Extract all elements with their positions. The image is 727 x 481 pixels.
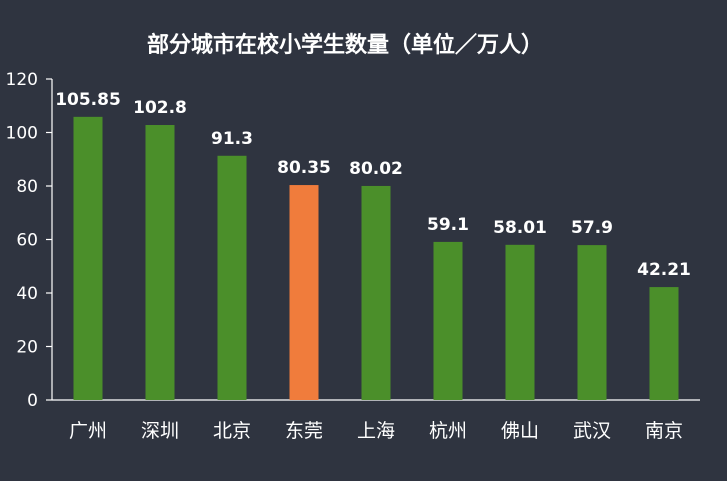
data-label: 59.1 (427, 215, 469, 235)
x-tick-label: 北京 (213, 420, 251, 442)
data-label: 58.01 (493, 218, 547, 238)
bar (145, 125, 175, 400)
bar (73, 116, 103, 400)
y-tick-label: 120 (6, 70, 38, 90)
y-tick-label: 20 (16, 338, 38, 358)
bar (505, 244, 535, 400)
y-tick-label: 40 (16, 284, 38, 304)
bar (217, 155, 247, 400)
data-label: 42.21 (637, 260, 691, 280)
bar (289, 185, 319, 400)
x-tick-label: 深圳 (141, 420, 179, 442)
x-tick-label: 广州 (69, 420, 107, 442)
bar (649, 287, 679, 400)
y-axis: 0 20 40 60 80 100 120 (6, 70, 53, 411)
x-tick-label: 东莞 (285, 420, 323, 442)
x-tick-label: 上海 (357, 420, 395, 442)
y-tick-label: 100 (6, 124, 38, 144)
data-label: 80.35 (277, 158, 331, 178)
data-label: 102.8 (133, 98, 187, 118)
y-tick-label: 60 (16, 231, 38, 251)
y-tick-label: 80 (16, 177, 38, 197)
x-tick-label: 佛山 (501, 420, 539, 442)
x-tick-label: 南京 (645, 420, 683, 442)
x-tick-label: 武汉 (573, 420, 611, 442)
y-tick-label: 0 (27, 391, 38, 411)
bars (73, 116, 679, 400)
bar (433, 241, 463, 400)
bar (577, 245, 607, 400)
chart-title: 部分城市在校小学生数量（单位／万人） (147, 32, 543, 58)
x-tick-label: 杭州 (429, 420, 467, 442)
data-label: 57.9 (571, 218, 613, 238)
data-label: 91.3 (211, 129, 253, 149)
bar (361, 185, 391, 400)
data-label: 80.02 (349, 159, 403, 179)
data-label: 105.85 (55, 90, 121, 110)
data-labels: 105.85 102.8 91.3 80.35 80.02 59.1 58.01 57.9 42… (55, 90, 691, 280)
category-labels: 广州 深圳 北京 东莞 上海 杭州 佛山 武汉 南京 (69, 420, 683, 442)
